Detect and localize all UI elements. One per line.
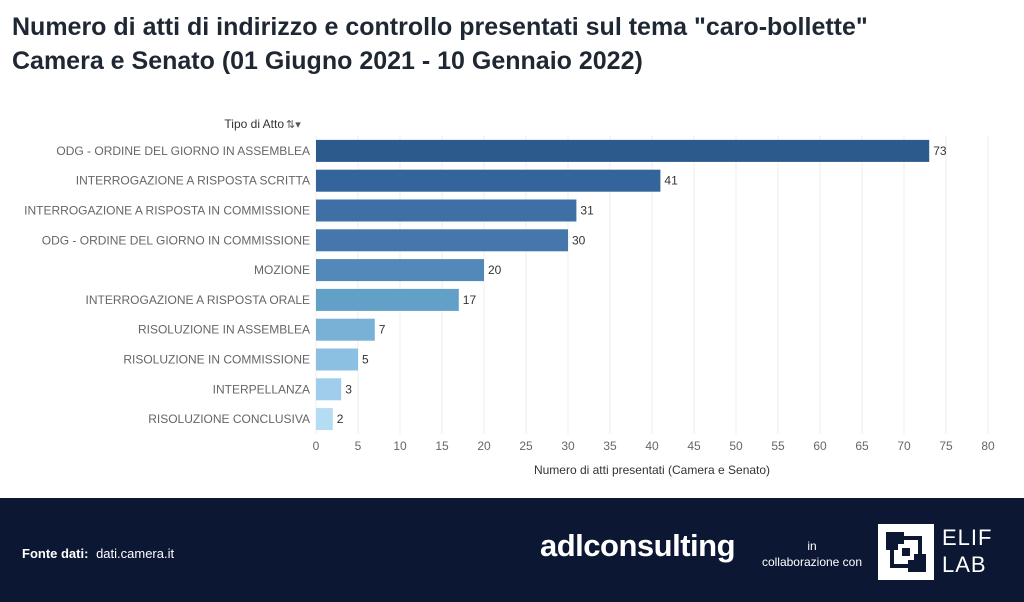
category-label: INTERROGAZIONE A RISPOSTA ORALE bbox=[86, 293, 311, 307]
x-tick-label: 20 bbox=[477, 439, 491, 453]
bar[interactable] bbox=[316, 229, 568, 252]
row-header: Tipo di Atto bbox=[224, 117, 284, 131]
category-label: INTERROGAZIONE A RISPOSTA SCRITTA bbox=[76, 174, 310, 188]
value-label: 7 bbox=[379, 323, 386, 337]
title-line-1: Numero di atti di indirizzo e controllo … bbox=[12, 13, 868, 41]
bar[interactable] bbox=[316, 199, 577, 222]
bar[interactable] bbox=[316, 139, 930, 162]
source-link[interactable]: dati.camera.it bbox=[96, 546, 175, 561]
collab-line-2: collaborazione con bbox=[761, 555, 863, 569]
x-tick-label: 45 bbox=[687, 439, 701, 453]
title-line-2: Camera e Senato (01 Giugno 2021 - 10 Gen… bbox=[12, 47, 643, 75]
category-label: INTERROGAZIONE A RISPOSTA IN COMMISSIONE bbox=[24, 204, 310, 218]
bar[interactable] bbox=[316, 378, 342, 401]
x-tick-label: 60 bbox=[813, 439, 827, 453]
partner-line-1: ELIF bbox=[942, 525, 993, 550]
category-label: RISOLUZIONE CONCLUSIVA bbox=[148, 412, 310, 426]
x-tick-label: 40 bbox=[645, 439, 659, 453]
x-tick-label: 35 bbox=[603, 439, 617, 453]
value-label: 20 bbox=[488, 263, 502, 277]
category-label: ODG - ORDINE DEL GIORNO IN ASSEMBLEA bbox=[56, 144, 310, 158]
x-tick-label: 80 bbox=[981, 439, 995, 453]
bar[interactable] bbox=[316, 408, 333, 431]
value-label: 5 bbox=[362, 353, 369, 367]
x-tick-label: 15 bbox=[435, 439, 449, 453]
sort-descending-icon[interactable]: ⇅▾ bbox=[286, 119, 301, 131]
value-label: 73 bbox=[933, 144, 947, 158]
x-tick-label: 65 bbox=[855, 439, 869, 453]
x-tick-label: 5 bbox=[355, 439, 362, 453]
bar[interactable] bbox=[316, 288, 459, 311]
x-tick-label: 55 bbox=[771, 439, 785, 453]
collaboration-note: in collaborazione con bbox=[752, 538, 872, 570]
x-axis-label: Numero di atti presentati (Camera e Sena… bbox=[534, 463, 770, 477]
x-tick-label: 50 bbox=[729, 439, 743, 453]
chart-title: Numero di atti di indirizzo e controllo … bbox=[12, 10, 1012, 78]
category-label: ODG - ORDINE DEL GIORNO IN COMMISSIONE bbox=[42, 233, 310, 247]
value-label: 30 bbox=[572, 233, 586, 247]
x-tick-label: 10 bbox=[393, 439, 407, 453]
adl-consulting-logo: adlconsulting bbox=[540, 528, 736, 563]
bar[interactable] bbox=[316, 259, 484, 282]
x-tick-label: 0 bbox=[313, 439, 320, 453]
value-label: 2 bbox=[337, 412, 344, 426]
collab-line-1: in bbox=[807, 539, 817, 553]
value-label: 17 bbox=[463, 293, 477, 307]
value-label: 31 bbox=[580, 204, 594, 218]
x-tick-label: 75 bbox=[939, 439, 953, 453]
category-label: RISOLUZIONE IN COMMISSIONE bbox=[123, 353, 310, 367]
value-label: 41 bbox=[664, 174, 678, 188]
bar[interactable] bbox=[316, 318, 375, 341]
elif-lab-logo-icon bbox=[878, 524, 934, 580]
value-label: 3 bbox=[345, 382, 352, 396]
partner-line-2: LAB bbox=[942, 552, 987, 577]
source-label: Fonte dati: bbox=[22, 546, 89, 561]
category-label: INTERPELLANZA bbox=[213, 382, 310, 396]
data-source: Fonte dati: dati.camera.it bbox=[22, 546, 174, 561]
category-label: MOZIONE bbox=[254, 263, 310, 277]
bar[interactable] bbox=[316, 348, 358, 371]
x-tick-label: 70 bbox=[897, 439, 911, 453]
x-tick-label: 30 bbox=[561, 439, 575, 453]
bar-chart: Tipo di Atto ⇅▾ ODG - ORDINE DEL GIORNO IN… bbox=[24, 117, 995, 477]
bar[interactable] bbox=[316, 169, 661, 192]
category-label: RISOLUZIONE IN ASSEMBLEA bbox=[138, 323, 310, 337]
x-tick-label: 25 bbox=[519, 439, 533, 453]
elif-lab-wordmark: ELIF LAB bbox=[942, 524, 992, 578]
footer: Fonte dati: dati.camera.it adlconsulting… bbox=[0, 498, 1024, 602]
